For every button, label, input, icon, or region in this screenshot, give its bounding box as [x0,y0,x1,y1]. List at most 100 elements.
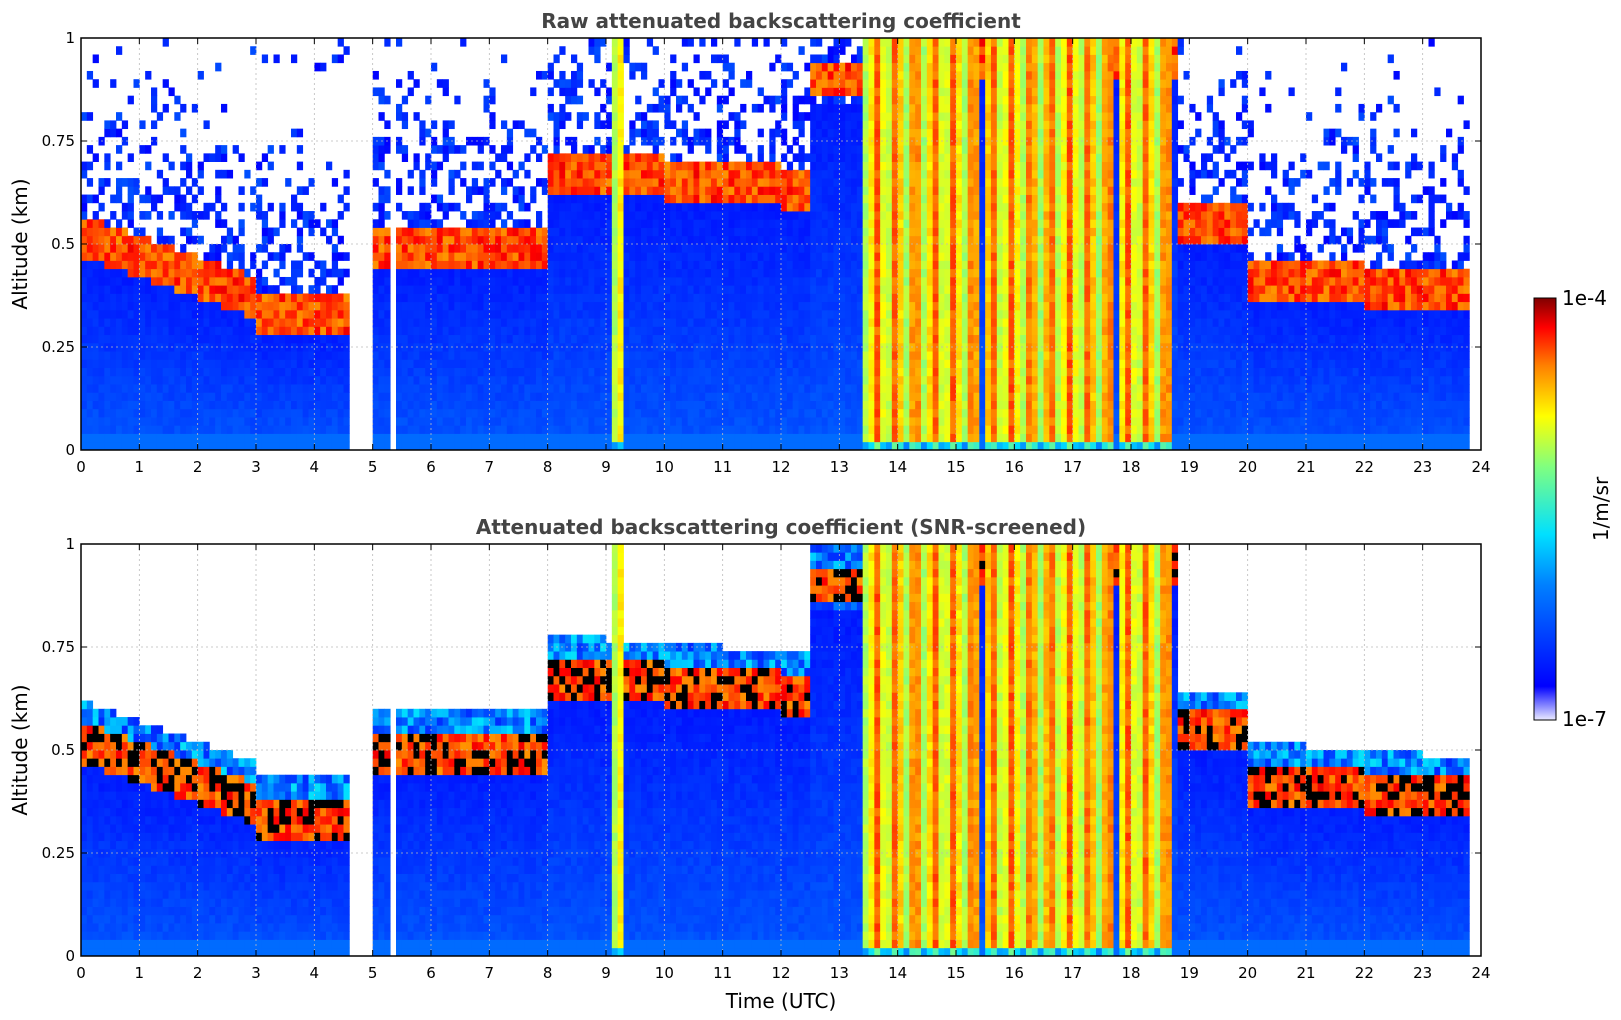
heatmap-cell [629,169,636,179]
heatmap-cell [343,334,350,344]
heatmap-cell [296,400,304,410]
heatmap-cell [775,194,782,204]
heatmap-cell [734,301,741,311]
heatmap-cell [880,334,887,344]
heatmap-cell [524,351,531,360]
heatmap-cell [792,285,799,294]
heatmap-cell [880,211,887,220]
heatmap-cell [681,235,689,245]
heatmap-cell [711,309,718,319]
heatmap-cell [191,392,199,401]
heatmap-cell [401,367,409,377]
heatmap-cell [337,384,344,393]
heatmap-cell [775,202,782,212]
heatmap-cell [256,408,263,418]
heatmap-cell [541,441,549,450]
heatmap-cell [804,384,811,393]
heatmap-cell [471,384,479,393]
heatmap-cell [711,425,718,434]
heatmap-cell [98,252,105,261]
heatmap-cell [553,260,560,270]
heatmap-cell [757,367,764,377]
heatmap-cell [839,252,846,261]
heatmap-cell [897,136,904,146]
heatmap-cell [851,342,858,352]
heatmap-cell [856,120,864,130]
heatmap-cell [827,145,834,154]
heatmap-cell [681,178,689,187]
heatmap-cell [133,235,140,245]
heatmap-cell [186,408,193,418]
heatmap-cell [891,103,899,113]
heatmap-cell [833,95,840,105]
heatmap-cell [670,408,677,418]
heatmap-cell [851,70,858,80]
heatmap-cell [845,359,852,368]
heatmap-cell [477,433,484,443]
heatmap-cell [92,400,99,410]
heatmap-cell [798,433,805,443]
heatmap-cell [781,318,788,327]
heatmap-cell [641,153,648,162]
heatmap-cell [471,334,479,344]
heatmap-cell [810,285,817,294]
heatmap-cell [845,408,852,418]
heatmap-cell [209,408,216,418]
heatmap-cell [162,79,169,88]
heatmap-cell [897,408,904,418]
heatmap-cell [804,433,811,443]
heatmap-cell [337,441,344,450]
heatmap-cell [524,301,531,311]
heatmap-cell [804,425,811,434]
heatmap-cell [104,219,111,228]
heatmap-cell [734,227,741,237]
heatmap-cell [734,425,741,434]
heatmap-cell [851,334,858,344]
heatmap-cell [676,227,683,237]
heatmap-cell [746,326,753,336]
heatmap-cell [197,235,204,245]
heatmap-cell [156,384,164,393]
heatmap-cell [536,276,543,286]
heatmap-cell [127,400,134,410]
heatmap-cell [874,103,881,113]
heatmap-cell [541,375,549,385]
heatmap-cell [104,260,111,270]
heatmap-cell [384,384,391,393]
heatmap-cell [559,318,566,327]
heatmap-cell [903,367,910,377]
heatmap-cell [769,211,776,220]
heatmap-cell [431,417,438,426]
heatmap-cell [845,301,852,311]
heatmap-cell [477,161,484,171]
heatmap-cell [536,318,543,327]
heatmap-cell [705,219,712,228]
heatmap-cell [250,342,257,352]
heatmap-cell [396,375,403,385]
heatmap-cell [151,202,158,212]
heatmap-cell [886,46,893,55]
heatmap-cell [506,384,514,393]
heatmap-cell [757,227,764,237]
heatmap-cell [436,425,444,434]
heatmap-cell [588,145,595,154]
heatmap-cell [845,276,852,286]
heatmap-cell [874,268,881,278]
heatmap-cell [419,285,426,294]
heatmap-cell [722,194,729,204]
heatmap-cell [541,260,549,270]
heatmap-cell [629,408,636,418]
heatmap-cell [880,268,887,278]
heatmap-cell [384,334,391,344]
heatmap-cell [781,235,788,245]
heatmap-cell [139,309,146,319]
heatmap-cell [588,178,595,187]
heatmap-cell [781,244,788,253]
heatmap-cell [431,161,438,171]
heatmap-cell [221,318,228,327]
heatmap-cell [162,441,169,450]
heatmap-cell [652,425,659,434]
heatmap-cell [127,276,134,286]
heatmap-cell [751,211,759,220]
heatmap-cell [314,62,321,72]
